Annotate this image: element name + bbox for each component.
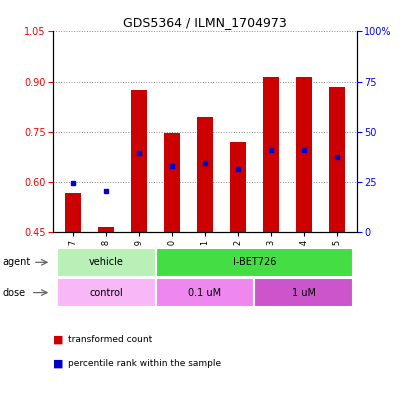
Bar <box>65 193 81 232</box>
Bar <box>196 117 213 232</box>
Bar <box>56 248 155 277</box>
Text: agent: agent <box>2 257 30 267</box>
Bar <box>295 77 311 232</box>
Text: ■: ■ <box>53 335 64 345</box>
Bar <box>98 227 114 232</box>
Text: transformed count: transformed count <box>67 336 151 344</box>
Bar <box>229 142 246 232</box>
Bar <box>163 133 180 232</box>
Bar <box>262 77 279 232</box>
Text: dose: dose <box>2 288 25 298</box>
Bar <box>155 248 353 277</box>
Bar <box>254 278 353 307</box>
Bar <box>56 278 155 307</box>
Bar <box>130 90 147 232</box>
Text: 1 uM: 1 uM <box>291 288 315 298</box>
Text: 0.1 uM: 0.1 uM <box>188 288 221 298</box>
Text: GDS5364 / ILMN_1704973: GDS5364 / ILMN_1704973 <box>123 16 286 29</box>
Bar <box>328 86 344 232</box>
Bar <box>155 278 254 307</box>
Text: vehicle: vehicle <box>88 257 123 267</box>
Text: I-BET726: I-BET726 <box>232 257 276 267</box>
Text: control: control <box>89 288 123 298</box>
Text: ■: ■ <box>53 358 64 369</box>
Text: percentile rank within the sample: percentile rank within the sample <box>67 359 220 368</box>
